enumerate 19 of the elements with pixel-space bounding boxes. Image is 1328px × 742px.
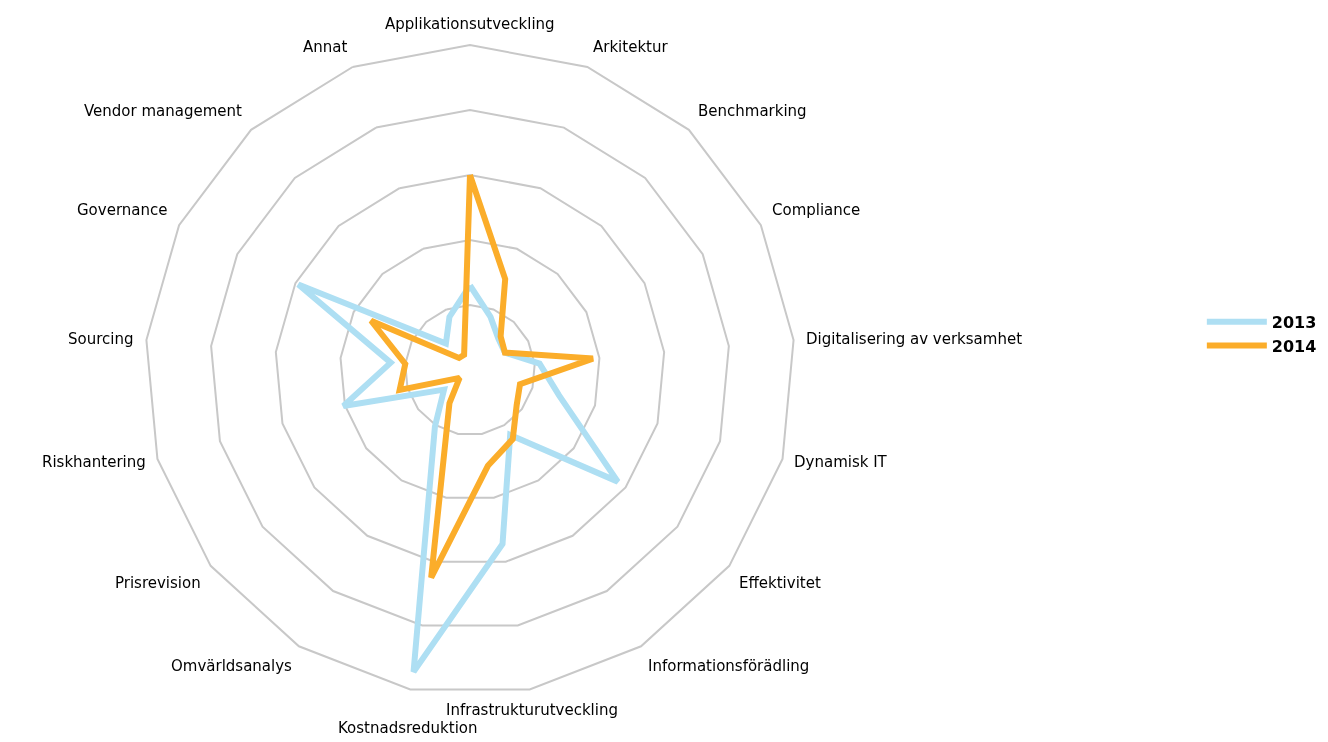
spoke-label: Omvärldsanalys	[171, 657, 293, 675]
legend-label: 2013	[1271, 313, 1317, 333]
spoke-label: Governance	[77, 201, 168, 219]
spoke-label: Arkitektur	[593, 38, 669, 56]
spoke-label: Riskhantering	[42, 453, 146, 471]
spoke-label: Informationsförädling	[648, 657, 810, 675]
spoke-label: Benchmarking	[698, 102, 807, 120]
spoke-label: Sourcing	[68, 330, 134, 348]
spoke-label: Annat	[303, 38, 348, 56]
spoke-label: Applikationsutveckling	[385, 15, 555, 33]
legend-label: 2014	[1271, 336, 1317, 356]
spoke-label: Digitalisering av verksamhet	[806, 330, 1023, 348]
spoke-label: Effektivitet	[739, 574, 821, 592]
spoke-label: Compliance	[772, 201, 861, 219]
spoke-label: Vendor management	[84, 102, 243, 120]
spoke-label: Prisrevision	[115, 574, 201, 592]
spoke-label: Infrastrukturutveckling	[446, 701, 618, 719]
spoke-label: Dynamisk IT	[794, 453, 888, 471]
spoke-label: Kostnadsreduktion	[338, 719, 478, 737]
